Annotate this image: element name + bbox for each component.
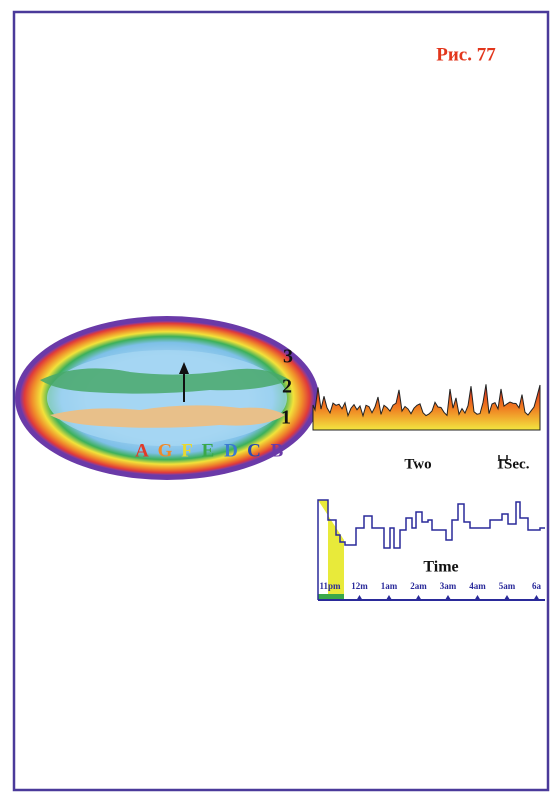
aura-illustration bbox=[15, 316, 319, 480]
time-tick bbox=[504, 595, 510, 600]
time-label: 3am bbox=[440, 581, 457, 591]
layer-letter: G bbox=[158, 440, 173, 461]
time-label: 5am bbox=[499, 581, 516, 591]
time-tick bbox=[415, 595, 422, 600]
level-label: 3 bbox=[283, 346, 293, 368]
layer-letter: C bbox=[247, 440, 261, 461]
time-label: 12m bbox=[351, 581, 368, 591]
layer-letter: E bbox=[202, 440, 215, 461]
layer-letter: D bbox=[224, 440, 238, 461]
figure-label: Рис. 77 bbox=[436, 44, 496, 65]
hypnogram-title: Time bbox=[423, 559, 458, 576]
time-label: 1am bbox=[381, 581, 398, 591]
time-tick bbox=[356, 595, 363, 600]
time-tick bbox=[386, 595, 392, 600]
time-tick bbox=[474, 595, 481, 600]
level-label: 1 bbox=[281, 407, 291, 429]
time-label: 4am bbox=[469, 581, 486, 591]
time-label: 6a bbox=[532, 581, 542, 591]
layer-letter: A bbox=[135, 440, 149, 461]
layer-letter: B bbox=[271, 440, 284, 461]
time-label: 11pm bbox=[319, 581, 341, 591]
layer-letter: F bbox=[181, 440, 193, 461]
time-tick bbox=[445, 595, 451, 600]
scale-bracket bbox=[498, 455, 508, 461]
waveform bbox=[312, 384, 541, 431]
wave-label: 1Sec. bbox=[497, 456, 530, 472]
time-label: 2am bbox=[410, 581, 427, 591]
time-tick bbox=[533, 595, 540, 600]
page-border bbox=[12, 10, 550, 792]
level-label: 2 bbox=[282, 376, 292, 398]
wave-label: Two bbox=[404, 456, 431, 472]
